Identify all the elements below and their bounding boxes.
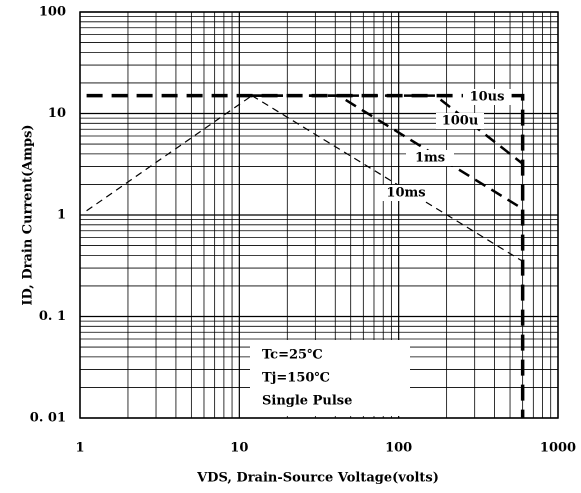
series-line (251, 95, 523, 262)
y-tick-label: 100 (39, 5, 66, 20)
y-tick-label: 0. 1 (39, 309, 66, 324)
series-label: 100u (442, 114, 479, 129)
y-tick-label: 10 (48, 106, 66, 121)
y-axis-label: ID, Drain Current(Amps) (21, 124, 36, 305)
label-bg (463, 89, 511, 105)
x-tick-label: 100 (385, 441, 412, 456)
note-box (250, 340, 410, 416)
series-label: 1ms (415, 151, 445, 166)
y-tick-label: 1 (57, 208, 66, 223)
annotation: Single Pulse (262, 394, 352, 409)
series-label: 10us (470, 90, 505, 105)
y-tick-label: 0. 01 (30, 411, 66, 426)
annotation: Tc=25℃ (262, 348, 323, 363)
x-tick-label: 1000 (540, 441, 576, 456)
label-bg (436, 113, 484, 129)
label-bg (382, 185, 430, 201)
series-line (86, 95, 253, 212)
label-bg (406, 150, 454, 166)
x-tick-label: 10 (230, 441, 248, 456)
series-line (86, 93, 525, 418)
annotation: Tj=150℃ (262, 371, 330, 386)
x-tick-label: 1 (75, 441, 84, 456)
plot-frame (79, 11, 559, 419)
series-line (251, 94, 524, 210)
x-axis-label: VDS, Drain-Source Voltage(volts) (196, 471, 439, 486)
series-label: 10ms (386, 186, 425, 201)
